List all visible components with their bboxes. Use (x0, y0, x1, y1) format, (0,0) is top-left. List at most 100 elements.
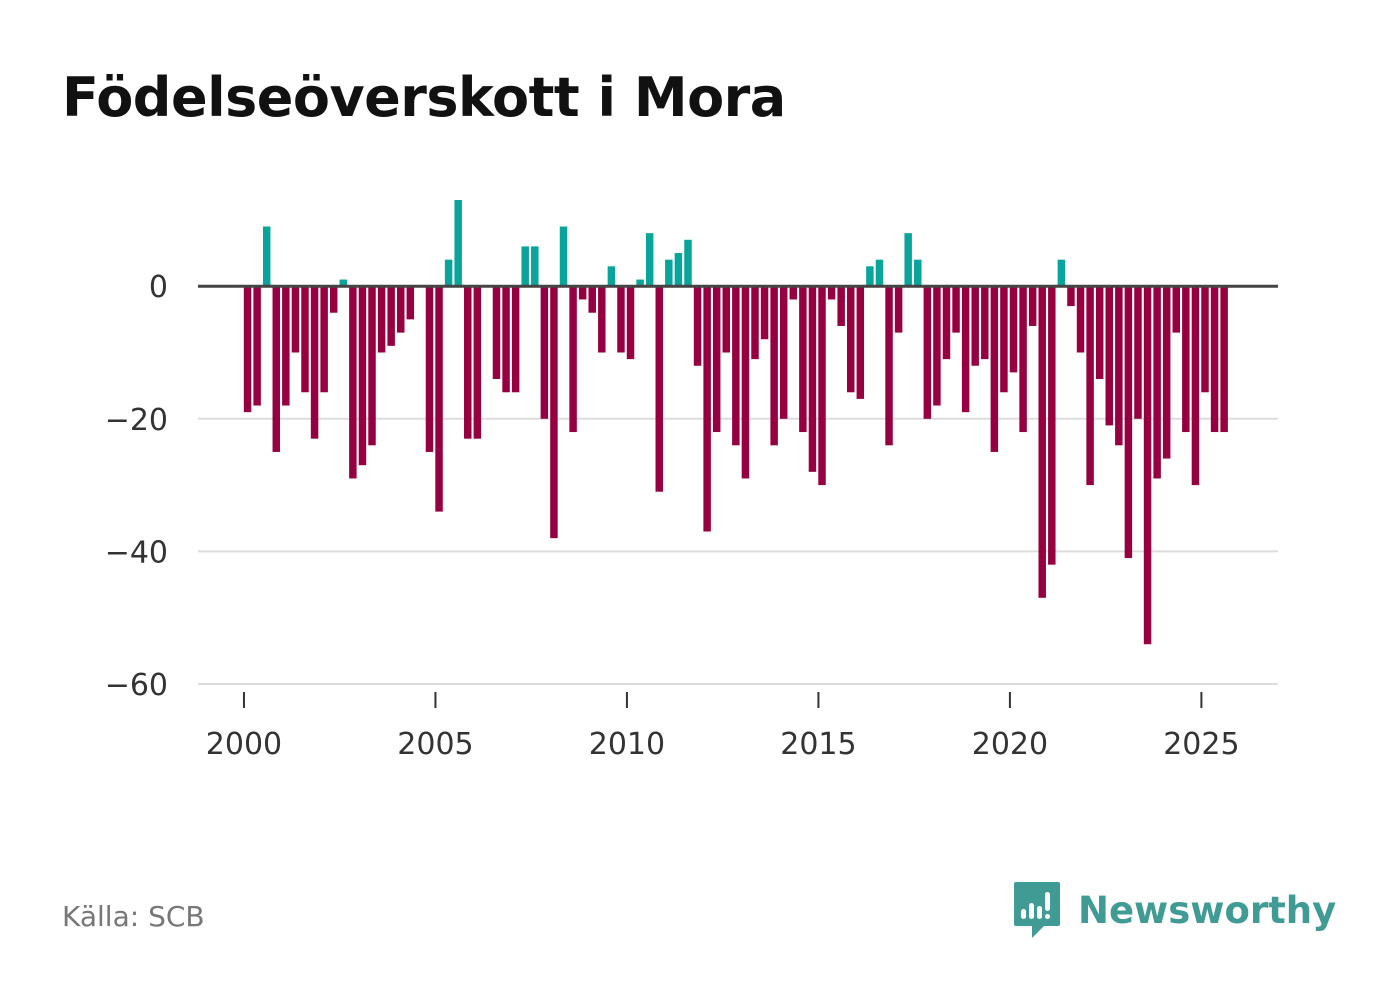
bar-negative (397, 286, 405, 333)
x-tick-label: 2000 (206, 727, 282, 762)
bar-negative (1028, 286, 1037, 326)
bar-negative (942, 286, 951, 360)
bar-negative (349, 286, 357, 479)
bar-negative (990, 286, 999, 452)
x-tick-label: 2005 (397, 727, 473, 762)
bar-positive (262, 226, 271, 287)
bar-positive (531, 246, 539, 287)
bar-negative (1038, 286, 1046, 598)
bar-positive (645, 233, 654, 287)
bar-chart: 0 −20 −40 −60 2000 2005 2010 2015 2020 2025 (105, 200, 1278, 762)
bar-negative (368, 286, 376, 446)
bar-negative (301, 286, 309, 393)
bar-negative (502, 286, 510, 393)
bar-negative (1009, 286, 1018, 373)
bar-negative (847, 286, 855, 393)
bar-negative (741, 286, 750, 479)
bar-negative (1115, 286, 1123, 446)
bar-negative (933, 286, 941, 406)
bar-negative (1095, 286, 1104, 380)
bar-negative (1191, 286, 1200, 486)
bar-negative (617, 286, 625, 353)
bar-positive (1057, 259, 1066, 287)
bar-negative (464, 286, 472, 439)
bar-negative (329, 286, 338, 313)
bar-negative (837, 286, 845, 326)
bar-negative (310, 286, 319, 439)
bar-negative (406, 286, 415, 320)
bar-negative (425, 286, 434, 452)
bar-negative (808, 286, 817, 472)
bar-negative (1201, 286, 1209, 393)
x-tick-label: 2010 (589, 727, 665, 762)
bar-negative (971, 286, 979, 366)
x-tick-label: 2015 (780, 727, 856, 762)
bar-negative (952, 286, 960, 333)
y-tick-label: 0 (149, 270, 168, 305)
bar-negative (272, 286, 281, 452)
bar-negative (492, 286, 501, 380)
x-tick-label: 2020 (972, 727, 1048, 762)
bar-negative (511, 286, 520, 393)
bar-positive (444, 259, 453, 287)
bar-positive (904, 233, 912, 287)
bar-negative (387, 286, 395, 346)
bar-negative (799, 286, 807, 433)
bar-negative (1124, 286, 1133, 559)
bar-negative (1000, 286, 1008, 393)
source-note: Källa: SCB (62, 900, 205, 933)
bar-positive (665, 259, 673, 287)
bar-negative (569, 286, 577, 433)
bar-negative (1162, 286, 1171, 459)
bar-negative (655, 286, 663, 492)
y-tick-label: −20 (105, 403, 168, 438)
bar-negative (693, 286, 702, 366)
x-tick-label: 2025 (1163, 727, 1239, 762)
bar-negative (435, 286, 443, 512)
bar-negative (818, 286, 826, 486)
bar-negative (626, 286, 635, 360)
bar-negative (703, 286, 711, 532)
bar-negative (1067, 286, 1075, 307)
bar-negative (779, 286, 788, 419)
bar-negative (377, 286, 386, 353)
bar-negative (282, 286, 290, 406)
bar-negative (598, 286, 606, 353)
bar-negative (1048, 286, 1056, 565)
bar-negative (1086, 286, 1094, 486)
bar-positive (866, 266, 874, 287)
bar-negative (1220, 286, 1228, 433)
bar-negative (473, 286, 482, 439)
bar-negative (253, 286, 261, 406)
y-tick-label: −40 (105, 535, 168, 570)
bar-positive (559, 226, 568, 287)
bar-negative (1172, 286, 1181, 333)
bar-negative (1143, 286, 1152, 645)
bar-positive (521, 246, 529, 287)
chart-title: Födelseöverskott i Mora (62, 66, 786, 129)
bar-positive (684, 239, 692, 287)
y-tick-label: −60 (105, 668, 168, 703)
bar-positive (636, 279, 644, 287)
bar-negative (894, 286, 903, 333)
bar-negative (291, 286, 300, 353)
bar-negative (1210, 286, 1219, 433)
bar-negative (540, 286, 549, 419)
bar-negative (760, 286, 769, 340)
bar-negative (961, 286, 970, 413)
bar-positive (875, 259, 884, 287)
bar-negative (588, 286, 596, 313)
bar-negative (1019, 286, 1027, 433)
bar-negative (358, 286, 367, 466)
bar-negative (770, 286, 778, 446)
bar-positive (454, 200, 462, 287)
bar-positive (914, 259, 922, 287)
newsworthy-logo-icon (1014, 882, 1060, 938)
bar-positive (339, 279, 348, 287)
bar-negative (1076, 286, 1085, 353)
bar-negative (981, 286, 989, 360)
bar-negative (827, 286, 836, 300)
brand-name: Newsworthy (1078, 888, 1337, 932)
x-axis-ticks: 2000 2005 2010 2015 2020 2025 (206, 692, 1240, 762)
bar-negative (856, 286, 865, 399)
